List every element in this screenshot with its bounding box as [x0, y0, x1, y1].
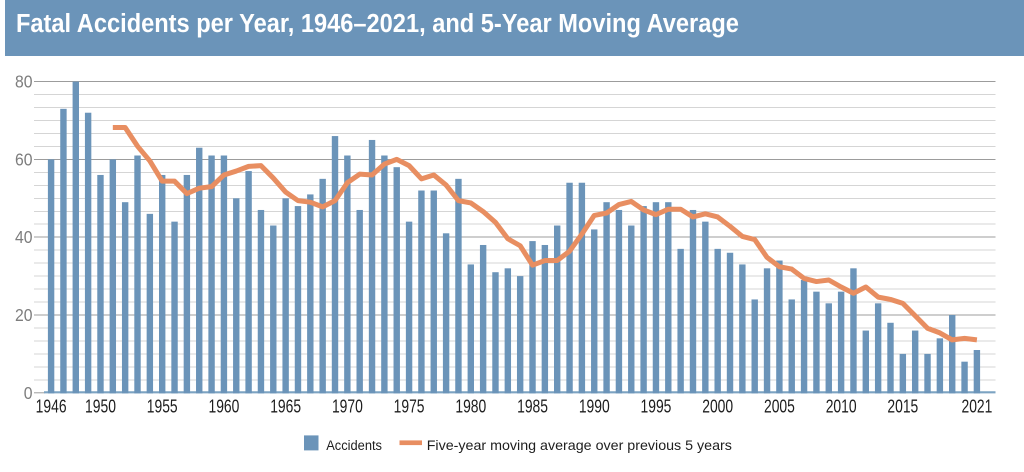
svg-text:1950: 1950 [85, 397, 116, 417]
svg-text:2000: 2000 [702, 397, 733, 417]
svg-text:0: 0 [24, 383, 33, 403]
svg-text:20: 20 [15, 305, 33, 325]
svg-text:Fatal Accidents per Year, 1946: Fatal Accidents per Year, 1946–2021, and… [16, 10, 739, 38]
svg-text:Five-year moving average over: Five-year moving average over previous 5… [427, 437, 732, 453]
svg-text:1990: 1990 [579, 397, 610, 417]
svg-text:1970: 1970 [332, 397, 363, 417]
svg-text:1946: 1946 [36, 397, 67, 417]
svg-text:80: 80 [15, 72, 33, 92]
svg-text:2005: 2005 [764, 397, 795, 417]
svg-text:2021: 2021 [961, 397, 992, 417]
svg-text:60: 60 [15, 150, 33, 170]
svg-text:1965: 1965 [270, 397, 301, 417]
svg-text:2015: 2015 [887, 397, 918, 417]
svg-text:1960: 1960 [208, 397, 239, 417]
svg-text:Accidents: Accidents [326, 437, 382, 453]
svg-text:2010: 2010 [826, 397, 857, 417]
svg-text:40: 40 [15, 227, 33, 247]
svg-text:1995: 1995 [641, 397, 672, 417]
svg-text:1980: 1980 [455, 397, 486, 417]
svg-text:1975: 1975 [394, 397, 425, 417]
svg-text:1955: 1955 [147, 397, 178, 417]
svg-text:1985: 1985 [517, 397, 548, 417]
